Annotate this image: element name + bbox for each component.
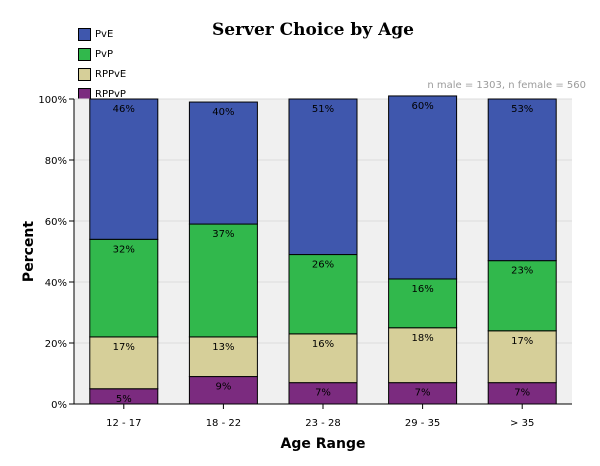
x-axis-title: Age Range (281, 436, 366, 452)
data-label: 5% (116, 394, 132, 405)
bar-pvp (89, 238, 159, 338)
legend-item-rppve: RPPvE (78, 64, 126, 84)
data-label: 7% (514, 388, 530, 399)
data-label: 51% (312, 104, 334, 115)
x-tick-label: 18 - 22 (206, 418, 241, 429)
legend-label: PvP (95, 48, 113, 60)
bar-pvp (188, 223, 258, 338)
legend-item-pvp: PvP (78, 44, 126, 64)
data-label: 17% (511, 336, 533, 347)
y-tick-label: 40% (45, 278, 67, 289)
data-label: 18% (411, 333, 433, 344)
y-axis-title: Percent (21, 221, 37, 282)
bar-rppve (89, 336, 159, 390)
x-tick-label: 29 - 35 (405, 418, 440, 429)
data-label: 23% (511, 266, 533, 277)
legend-label: PvE (95, 28, 114, 40)
y-tick-label: 100% (38, 95, 67, 106)
y-tick-label: 20% (45, 339, 67, 350)
bar-pve (188, 101, 258, 225)
data-label: 26% (312, 260, 334, 271)
chart-subtitle: n male = 1303, n female = 560 (427, 80, 586, 91)
bar-rppvp (188, 376, 258, 405)
bar-rppve (288, 333, 358, 384)
data-label: 7% (315, 388, 331, 399)
x-tick-label: 12 - 17 (106, 418, 141, 429)
data-label: 7% (415, 388, 431, 399)
bar-rppve (487, 330, 557, 384)
legend-swatch (78, 27, 91, 41)
y-tick-label: 80% (45, 156, 67, 167)
legend-swatch (78, 67, 91, 81)
bar-pvp (487, 260, 557, 332)
bar-rppve (388, 327, 458, 384)
bar-pve (89, 98, 159, 240)
chart-title: Server Choice by Age (212, 20, 414, 40)
legend-item-pve: PvE (78, 24, 126, 44)
legend-swatch (78, 47, 91, 61)
data-label: 16% (411, 284, 433, 295)
bar-pve (388, 95, 458, 280)
x-tick-label: > 35 (510, 418, 534, 429)
bar-pve (288, 98, 358, 256)
bar-pvp (288, 254, 358, 335)
data-label: 40% (212, 107, 234, 118)
data-label: 13% (212, 342, 234, 353)
data-label: 9% (215, 382, 231, 393)
data-label: 32% (113, 244, 135, 255)
y-tick-label: 0% (51, 400, 67, 411)
data-label: 17% (113, 342, 135, 353)
bar-pve (487, 98, 557, 262)
bar-pvp (388, 278, 458, 329)
legend-label: RPPvE (95, 68, 127, 80)
data-label: 16% (312, 339, 334, 350)
data-label: 60% (411, 101, 433, 112)
data-label: 46% (113, 104, 135, 115)
legend-label: RPPvP (95, 88, 126, 100)
data-label: 53% (511, 104, 533, 115)
x-tick-label: 23 - 28 (305, 418, 340, 429)
y-tick-label: 60% (45, 217, 67, 228)
data-label: 37% (212, 229, 234, 240)
